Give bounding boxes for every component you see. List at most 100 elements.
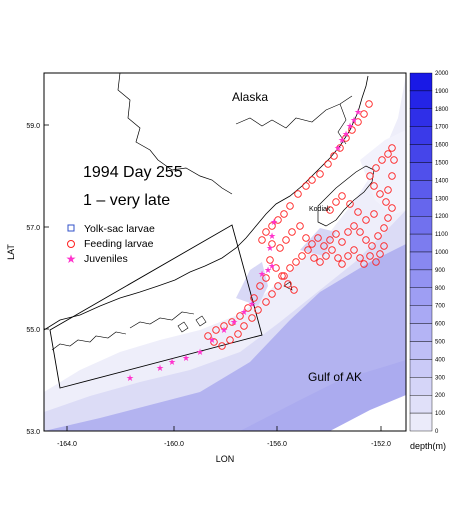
feeding-larva-marker — [350, 246, 358, 254]
feeding-larva-marker — [268, 222, 276, 230]
feeding-larva-marker — [244, 304, 252, 312]
colorbar-swatch — [409, 90, 433, 110]
feeding-larva-marker — [204, 332, 212, 340]
feeding-larva-marker — [376, 250, 384, 258]
colorbar-swatch — [409, 198, 433, 217]
feeding-larva-marker — [356, 228, 364, 236]
alaska-label: Alaska — [232, 90, 268, 104]
star-icon: ★ — [220, 325, 228, 335]
axis-ticks — [44, 124, 382, 432]
colorbar-label: depth(m) — [410, 441, 446, 451]
star-icon: ★ — [334, 143, 342, 153]
alaska-coastline — [44, 75, 369, 331]
colorbar-tick-label: 900 — [435, 268, 446, 274]
study-area-box — [49, 224, 263, 389]
feeding-larva-marker — [360, 110, 368, 118]
colorbar-tick-label: 800 — [435, 286, 446, 292]
map-subtitle: 1 – very late — [83, 192, 170, 209]
star-icon: ★ — [240, 307, 248, 317]
legend-label: Feeding larvae — [84, 238, 154, 250]
feeding-larva-marker — [322, 252, 330, 260]
colorbar-swatch — [409, 180, 433, 199]
feeding-larva-marker — [384, 214, 392, 222]
map-title: 1994 Day 255 — [83, 164, 183, 181]
kodiak-label: Kodiak — [309, 206, 331, 213]
feeding-larva-marker — [372, 164, 380, 172]
colorbar-tick-label: 100 — [435, 411, 446, 417]
feeding-larva-marker — [328, 246, 336, 254]
star-icon: ★ — [156, 363, 164, 373]
y-axis-label: LAT — [6, 244, 16, 260]
feeding-larva-marker — [234, 330, 242, 338]
feeding-larva-marker — [362, 216, 370, 224]
feeding-larvae-markers — [204, 100, 398, 350]
colorbar-tick-label: 1800 — [435, 107, 449, 113]
feeding-larva-marker — [338, 238, 346, 246]
feeding-larva-marker — [266, 256, 274, 264]
star-icon: ★ — [66, 252, 77, 266]
colorbar-swatch — [409, 305, 433, 324]
feeding-larva-marker — [365, 100, 373, 108]
x-tick-labels: -164.0 -160.0 -156.0 -152.0 — [57, 441, 391, 448]
cook-inlet-coast — [235, 95, 353, 129]
star-icon: ★ — [350, 115, 358, 125]
feeding-larva-marker — [288, 228, 296, 236]
feeding-larva-marker — [378, 156, 386, 164]
feeding-larva-marker — [278, 272, 286, 280]
colorbar-swatch — [409, 395, 433, 414]
feeding-larva-marker — [258, 236, 266, 244]
feeding-larva-marker — [316, 170, 324, 178]
feeding-larva-marker — [366, 172, 374, 180]
feeding-larva-marker — [280, 210, 288, 218]
feeding-larva-marker — [338, 192, 346, 200]
colorbar-swatch — [409, 144, 433, 163]
colorbar-swatch — [409, 162, 433, 181]
feeding-larva-marker — [256, 282, 264, 290]
colorbar-tick-label: 1000 — [435, 250, 449, 256]
gulf-label: Gulf of AK — [308, 370, 362, 384]
colorbar-tick-label: 1200 — [435, 214, 449, 220]
feeding-larva-marker — [372, 258, 380, 266]
x-axis-label: LON — [216, 454, 235, 464]
star-icon: ★ — [338, 135, 346, 145]
y-tick-label: 55.0 — [26, 327, 40, 334]
feeding-larva-marker — [360, 260, 368, 268]
feeding-larva-marker — [330, 152, 338, 160]
colorbar-tick-label: 1600 — [435, 143, 449, 149]
colorbar-swatch — [409, 215, 433, 235]
colorbar-tick-label: 1900 — [435, 89, 449, 95]
feeding-larva-marker — [362, 236, 370, 244]
feeding-larva-marker — [342, 134, 350, 142]
feeding-larva-marker — [226, 336, 234, 344]
plot-frame — [43, 72, 407, 432]
colorbar-tick-label: 600 — [435, 322, 446, 328]
feeding-larva-marker — [332, 230, 340, 238]
x-tick-label: -152.0 — [371, 441, 391, 448]
star-icon: ★ — [270, 217, 278, 227]
circle-icon — [67, 240, 75, 248]
feeding-larva-marker — [220, 322, 228, 330]
colorbar-swatch — [409, 377, 433, 396]
feeding-larva-marker — [304, 246, 312, 254]
star-icon: ★ — [248, 299, 256, 309]
feeding-larva-marker — [316, 258, 324, 266]
feeding-larva-marker — [334, 254, 342, 262]
star-icon: ★ — [196, 347, 204, 357]
colorbar-swatch — [409, 412, 433, 432]
y-tick-label: 57.0 — [26, 225, 40, 232]
feeding-larva-marker — [210, 338, 218, 346]
feeding-larva-marker — [336, 144, 344, 152]
feeding-larva-marker — [262, 228, 270, 236]
feeding-larva-marker — [268, 240, 276, 248]
feeding-larva-marker — [326, 236, 334, 244]
colorbar-tick-label: 500 — [435, 340, 446, 346]
star-icon: ★ — [266, 243, 274, 253]
star-icon: ★ — [168, 357, 176, 367]
feeding-larva-marker — [292, 258, 300, 266]
legend-label: Yolk-sac larvae — [84, 223, 155, 235]
feeding-larva-marker — [326, 206, 334, 214]
colorbar-swatch — [409, 233, 433, 253]
feeding-larva-marker — [262, 298, 270, 306]
feeding-larva-marker — [248, 314, 256, 322]
